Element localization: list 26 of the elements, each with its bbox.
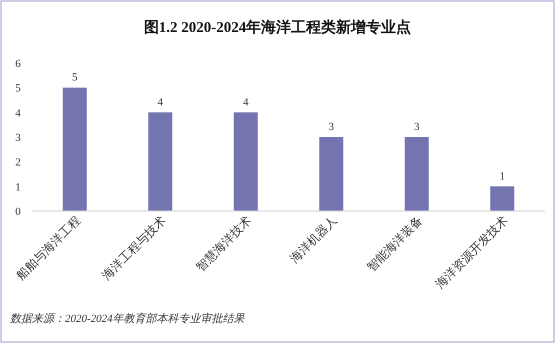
x-tick-label: 智能海洋装备 [364,213,425,274]
source-note: 数据来源：2020-2024年教育部本科专业审批结果 [10,312,246,325]
y-tick-label: 5 [15,82,22,95]
data-label: 3 [414,121,420,133]
bar [490,186,514,211]
x-tick-label: 海洋机器人 [287,213,340,266]
bar [234,112,258,211]
x-tick-label: 智慧海洋技术 [193,213,254,274]
y-tick-label: 1 [15,181,21,194]
data-label: 5 [72,72,78,84]
data-label: 1 [500,170,505,182]
data-label: 4 [243,96,249,108]
bar [148,112,172,211]
x-tick-label: 海洋资源开发技术 [432,213,510,292]
bar [62,88,87,211]
bar [404,137,429,211]
y-tick-label: 4 [15,107,22,120]
y-tick-label: 2 [15,156,21,169]
bar [319,137,344,211]
data-label: 3 [328,121,334,133]
y-tick-label: 6 [15,58,22,70]
data-label: 4 [158,96,164,108]
x-tick-label: 海洋工程与技术 [99,213,168,283]
y-tick-label: 3 [15,132,22,144]
y-tick-label: 0 [15,206,22,218]
chart-title: 图1.2 2020-2024年海洋工程类新增专业点 [144,18,412,36]
